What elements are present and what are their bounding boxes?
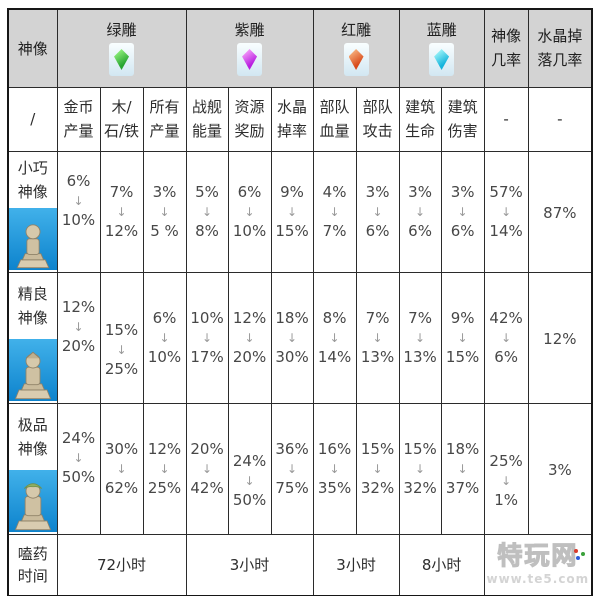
fine-statue-icon bbox=[9, 339, 56, 401]
table-cell: 15% ↓ 32% bbox=[355, 403, 400, 535]
statue-chance-cell: 57% ↓ 14% bbox=[483, 151, 529, 273]
table-cell: 5% ↓ 8% bbox=[185, 151, 229, 273]
duration-purple-cell: 3小时 bbox=[185, 534, 314, 596]
col-resource-reward: 资源 奖励 bbox=[227, 87, 272, 152]
table-cell: 10% ↓ 17% bbox=[185, 272, 229, 404]
row-label-fine-statue: 精良 神像 bbox=[7, 272, 58, 404]
purple-gem-icon bbox=[242, 49, 258, 70]
table-cell: 15% ↓ 25% bbox=[99, 272, 144, 404]
table-cell: 6% ↓ 10% bbox=[56, 151, 101, 273]
crystal-drop-header: 水晶掉 落几率 bbox=[527, 8, 593, 88]
blue-gem-icon bbox=[434, 49, 450, 70]
table-cell: 6% ↓ 10% bbox=[142, 272, 187, 404]
top-statue-icon bbox=[9, 470, 56, 532]
table-cell: 15% ↓ 32% bbox=[398, 403, 442, 535]
table-cell: 8% ↓ 14% bbox=[312, 272, 357, 404]
group-blue: 蓝雕 bbox=[398, 8, 485, 88]
col-crystal-rate: 水晶 掉率 bbox=[270, 87, 314, 152]
group-blue-label: 蓝雕 bbox=[426, 21, 457, 39]
crystal-drop-cell: 3% bbox=[527, 403, 593, 535]
table-cell: 3% ↓ 6% bbox=[355, 151, 400, 273]
col-warship-energy: 战舰 能量 bbox=[185, 87, 229, 152]
group-purple-label: 紫雕 bbox=[234, 21, 265, 39]
watermark-cell: 特玩网 www.te5.com bbox=[483, 534, 593, 596]
table-row-top-statue: 极品 神像 24% ↓ 50% 30% ↓ 62% 12% ↓ 25% 20% ↓ 42% 24… bbox=[7, 403, 593, 535]
statue-chance-cell: 42% ↓ 6% bbox=[483, 272, 529, 404]
statue-chance-header: 神像 几率 bbox=[483, 8, 529, 88]
table-cell: 24% ↓ 50% bbox=[227, 403, 272, 535]
table-cell: 24% ↓ 50% bbox=[56, 403, 101, 535]
statue-chance-cell: 25% ↓ 1% bbox=[483, 403, 529, 535]
table-cell: 16% ↓ 35% bbox=[312, 403, 357, 535]
table-cell: 6% ↓ 10% bbox=[227, 151, 272, 273]
col-gold-output: 金币 产量 bbox=[56, 87, 101, 152]
table-cell: 7% ↓ 13% bbox=[398, 272, 442, 404]
table-cell: 18% ↓ 30% bbox=[270, 272, 314, 404]
group-red: 红雕 bbox=[312, 8, 400, 88]
table-cell: 12% ↓ 20% bbox=[227, 272, 272, 404]
corner-cell: 神像 bbox=[7, 8, 58, 88]
col-dash-1: - bbox=[483, 87, 529, 152]
col-dash-2: - bbox=[527, 87, 593, 152]
table-cell: 9% ↓ 15% bbox=[270, 151, 314, 273]
col-troop-hp: 部队 血量 bbox=[312, 87, 357, 152]
table-cell: 4% ↓ 7% bbox=[312, 151, 357, 273]
table-cell: 20% ↓ 42% bbox=[185, 403, 229, 535]
duration-red-cell: 3小时 bbox=[312, 534, 400, 596]
small-statue-icon bbox=[9, 208, 56, 270]
table-row-small-statue: 小巧 神像 6% ↓ 10% 7% ↓ 12% 3% ↓ 5 % 5% ↓ 8% 6% ↓ 10% … bbox=[7, 151, 593, 273]
watermark-url: www.te5.com bbox=[486, 572, 590, 587]
table-cell: 12% ↓ 20% bbox=[56, 272, 101, 404]
row-label-small-statue: 小巧 神像 bbox=[7, 151, 58, 273]
crystal-drop-cell: 87% bbox=[527, 151, 593, 273]
group-green-label: 绿雕 bbox=[106, 21, 137, 39]
col-wood-stone-iron: 木/ 石/铁 bbox=[99, 87, 144, 152]
col-all-output: 所有 产量 bbox=[142, 87, 187, 152]
col-building-damage: 建筑 伤害 bbox=[440, 87, 485, 152]
duration-blue-cell: 8小时 bbox=[398, 534, 485, 596]
row-label-top-statue: 极品 神像 bbox=[7, 403, 58, 535]
crystal-drop-cell: 12% bbox=[527, 272, 593, 404]
statue-stats-table: 神像 绿雕 紫雕 红雕 蓝雕 神像 几率 水晶掉 落几率 bbox=[7, 8, 594, 596]
group-purple: 紫雕 bbox=[185, 8, 314, 88]
footer-row: 嗑药 时间 72小时 3小时 3小时 8小时 特玩网 www.te5.com bbox=[7, 534, 593, 596]
slash-cell: / bbox=[7, 87, 58, 152]
duration-green-cell: 72小时 bbox=[56, 534, 187, 596]
table-cell: 12% ↓ 25% bbox=[142, 403, 187, 535]
group-header-row: 神像 绿雕 紫雕 红雕 蓝雕 神像 几率 水晶掉 落几率 bbox=[7, 8, 593, 88]
watermark-logo: 特玩网 bbox=[497, 540, 579, 570]
corner-label: 神像 bbox=[17, 40, 48, 58]
table-cell: 7% ↓ 12% bbox=[99, 151, 144, 273]
table-cell: 9% ↓ 15% bbox=[440, 272, 485, 404]
table-cell: 3% ↓ 5 % bbox=[142, 151, 187, 273]
col-troop-attack: 部队 攻击 bbox=[355, 87, 400, 152]
column-header-row: / 金币 产量 木/ 石/铁 所有 产量 战舰 能量 资源 奖励 水晶 掉率 部… bbox=[7, 87, 593, 152]
table-cell: 3% ↓ 6% bbox=[398, 151, 442, 273]
red-gem-icon bbox=[348, 49, 364, 70]
group-red-label: 红雕 bbox=[341, 21, 372, 39]
group-green: 绿雕 bbox=[56, 8, 187, 88]
green-gem-icon bbox=[114, 49, 130, 70]
table-cell: 18% ↓ 37% bbox=[440, 403, 485, 535]
col-building-life: 建筑 生命 bbox=[398, 87, 442, 152]
table-cell: 36% ↓ 75% bbox=[270, 403, 314, 535]
footer-label-cell: 嗑药 时间 bbox=[7, 534, 58, 596]
table-row-fine-statue: 精良 神像 12% ↓ 20% 15% ↓ 25% 6% ↓ 10% 10% ↓ 17% 12%… bbox=[7, 272, 593, 404]
table-cell: 3% ↓ 6% bbox=[440, 151, 485, 273]
table-cell: 30% ↓ 62% bbox=[99, 403, 144, 535]
table-cell: 7% ↓ 13% bbox=[355, 272, 400, 404]
watermark-dots-icon bbox=[574, 549, 586, 561]
